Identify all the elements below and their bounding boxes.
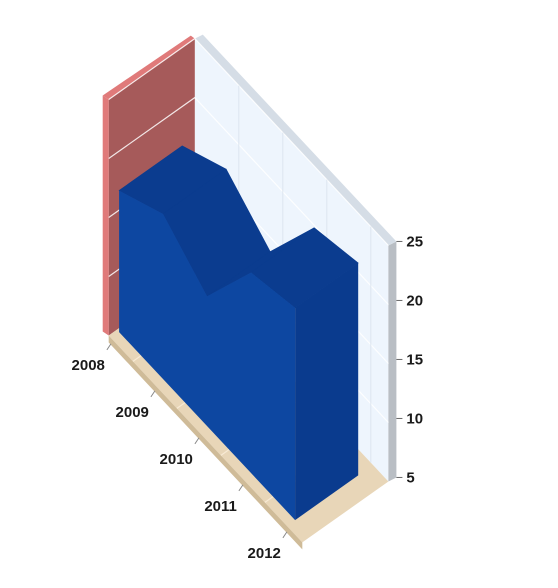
x-tick	[150, 390, 156, 398]
back-wall-top	[194, 34, 397, 246]
x-axis: 2008 2009 2010 2011 2012	[72, 343, 288, 562]
side-wall-top	[102, 35, 195, 100]
x-tick	[106, 343, 112, 351]
gridline	[108, 37, 389, 246]
x-tick-label: 2010	[160, 451, 193, 468]
floor-edge	[108, 335, 303, 550]
y-tick-label: 20	[406, 292, 423, 309]
x-tick-label: 2009	[116, 404, 149, 421]
back-wall-edge	[388, 241, 397, 482]
x-tick	[194, 437, 200, 445]
y-tick-label: 15	[406, 351, 423, 368]
x-tick-label: 2008	[72, 357, 105, 374]
x-tick	[238, 484, 244, 492]
x-tick-label: 2011	[204, 498, 237, 515]
side-wall-edge	[102, 95, 109, 336]
x-tick-label: 2012	[248, 545, 281, 562]
y-tick-label: 10	[406, 410, 423, 427]
y-tick-label: 5	[406, 469, 414, 486]
series-end-face	[295, 263, 359, 521]
series-front-face	[119, 190, 296, 521]
x-tick	[282, 531, 288, 539]
y-axis: 5 10 15 20 25	[396, 233, 423, 486]
y-tick-label: 25	[406, 233, 423, 250]
series-area	[118, 145, 359, 521]
